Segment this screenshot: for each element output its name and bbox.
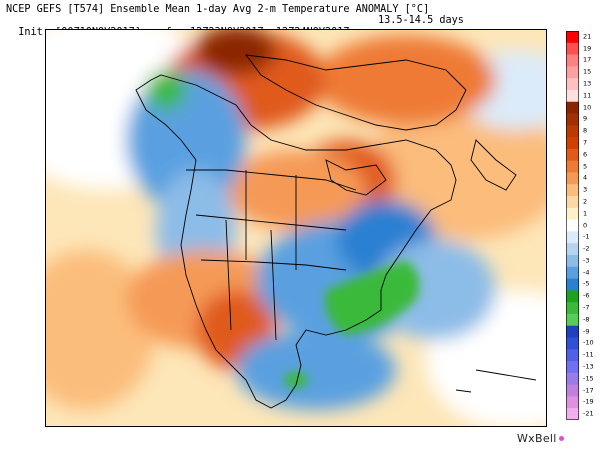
colorbar-tick-label: -17 <box>583 386 594 395</box>
colorbar-tick-label: -15 <box>583 374 594 383</box>
colorbar-tick-label: 1 <box>583 209 588 218</box>
colorbar-swatch <box>566 231 579 244</box>
colorbar-tick-label: -21 <box>583 409 594 418</box>
colorbar-swatch <box>566 31 579 44</box>
colorbar <box>566 31 579 420</box>
colorbar-swatch <box>566 196 579 209</box>
colorbar-tick-label: 0 <box>583 221 588 229</box>
colorbar-tick-label: 2 <box>583 197 588 206</box>
colorbar-tick-label: -5 <box>583 279 590 288</box>
colorbar-frame <box>566 31 579 420</box>
colorbar-tick-label: 21 <box>583 32 592 41</box>
colorbar-swatch <box>566 89 579 103</box>
colorbar-swatch <box>566 172 579 185</box>
colorbar-tick-label: 3 <box>583 185 588 194</box>
colorbar-tick-label: 5 <box>583 162 588 171</box>
colorbar-swatch <box>566 396 579 409</box>
map-canvas <box>46 30 546 426</box>
colorbar-swatch <box>566 384 579 397</box>
colorbar-swatch <box>566 42 579 56</box>
colorbar-swatch <box>566 372 579 386</box>
colorbar-swatch <box>566 148 579 162</box>
colorbar-tick-label: -8 <box>583 315 590 324</box>
brand-text: WxBell <box>517 432 557 445</box>
colorbar-tick-label: 17 <box>583 55 592 64</box>
colorbar-swatch <box>566 361 579 374</box>
colorbar-tick-label: 9 <box>583 114 588 123</box>
colorbar-swatch <box>566 113 579 126</box>
colorbar-tick-label: 8 <box>583 126 588 135</box>
colorbar-swatch <box>566 125 579 138</box>
colorbar-tick-label: 19 <box>583 44 592 53</box>
colorbar-swatch <box>566 266 579 280</box>
colorbar-swatch <box>566 78 579 91</box>
colorbar-swatch <box>566 313 579 327</box>
colorbar-labels: 21 19 17 15 13 11 10 9 8 7 6 5 4 3 2 1 0 -1 -2 -3 -4 -5 -6 -7 -8… <box>583 31 600 420</box>
colorbar-tick-label: -10 <box>583 338 594 347</box>
colorbar-swatch <box>566 243 579 256</box>
colorbar-swatch <box>566 137 579 150</box>
colorbar-tick-label: -4 <box>583 268 590 277</box>
colorbar-tick-label: -3 <box>583 256 590 265</box>
colorbar-tick-label: -2 <box>583 244 590 253</box>
colorbar-tick-label: 13 <box>583 79 592 88</box>
colorbar-tick-label: 10 <box>583 103 592 112</box>
colorbar-tick-label: -9 <box>583 327 590 336</box>
colorbar-tick-label: -7 <box>583 303 590 312</box>
colorbar-swatch <box>566 302 579 315</box>
coastlines-borders <box>135 54 537 409</box>
colorbar-tick-label: -19 <box>583 397 594 406</box>
colorbar-tick-label: 4 <box>583 173 588 182</box>
colorbar-swatch <box>566 184 579 197</box>
temperature-anomaly-map <box>45 29 547 427</box>
forecast-range: 13.5-14.5 days <box>378 15 464 26</box>
colorbar-tick-label: -6 <box>583 291 590 300</box>
cold-core-southeast <box>284 260 420 388</box>
colorbar-swatch <box>566 349 579 362</box>
brand-dot-icon <box>558 436 564 441</box>
colorbar-swatch <box>566 278 579 291</box>
colorbar-tick-label: 15 <box>583 67 592 76</box>
colorbar-swatch <box>566 290 579 303</box>
colorbar-swatch <box>566 66 579 79</box>
colorbar-tick-label: -1 <box>583 232 590 241</box>
colorbar-swatch <box>566 337 579 350</box>
colorbar-swatch <box>566 101 579 115</box>
colorbar-swatch <box>566 54 579 67</box>
map-title: NCEP GEFS [T574] Ensemble Mean 1-day Avg… <box>6 4 430 15</box>
brand-logo: WxBell <box>517 432 564 445</box>
colorbar-tick-label: 6 <box>583 150 588 159</box>
colorbar-swatch <box>566 207 579 221</box>
colorbar-swatch <box>566 325 579 338</box>
colorbar-swatch <box>566 254 579 268</box>
colorbar-tick-label: -13 <box>583 362 594 371</box>
colorbar-swatch <box>566 408 579 420</box>
colorbar-swatch <box>566 219 579 232</box>
colorbar-swatch <box>566 160 579 173</box>
colorbar-tick-label: 11 <box>583 91 592 100</box>
colorbar-swatches <box>566 31 579 420</box>
colorbar-tick-label: 7 <box>583 138 588 147</box>
colorbar-tick-label: -11 <box>583 350 594 359</box>
